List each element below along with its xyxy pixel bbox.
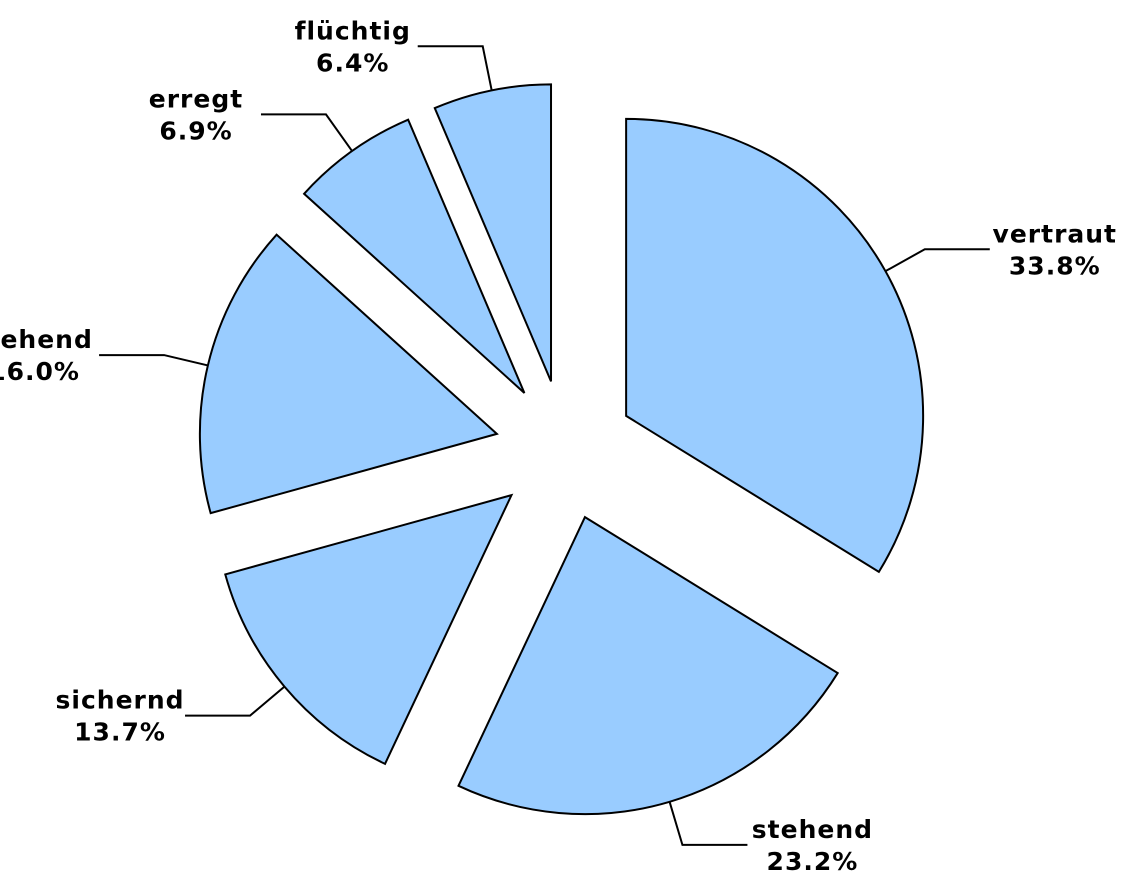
- slice-label: ziehend: [0, 325, 93, 354]
- slice-value-label: 6.9%: [159, 116, 232, 145]
- leader-line: [885, 248, 990, 273]
- pie-slice: [302, 118, 526, 394]
- slice-value-label: 16.0%: [0, 357, 80, 386]
- pie-slice: [433, 83, 553, 382]
- leader-line: [99, 354, 209, 367]
- slice-label: sichernd: [56, 686, 185, 715]
- slice-value-label: 6.4%: [316, 48, 389, 77]
- leader-line: [417, 45, 493, 91]
- slice-value-label: 33.8%: [1009, 251, 1101, 280]
- pie-slice: [625, 117, 925, 574]
- pie-slice: [457, 515, 840, 816]
- leader-line: [185, 685, 286, 717]
- leader-line: [668, 801, 748, 846]
- slice-label: stehend: [752, 815, 873, 844]
- slice-value-label: 23.2%: [767, 847, 859, 873]
- slice-label: flüchtig: [295, 16, 411, 45]
- slice-label: vertraut: [993, 219, 1117, 248]
- slice-label: erregt: [149, 84, 243, 113]
- leader-line: [260, 113, 353, 152]
- slice-value-label: 13.7%: [74, 718, 166, 747]
- pie-slice: [198, 233, 499, 515]
- pie-slice: [224, 493, 514, 766]
